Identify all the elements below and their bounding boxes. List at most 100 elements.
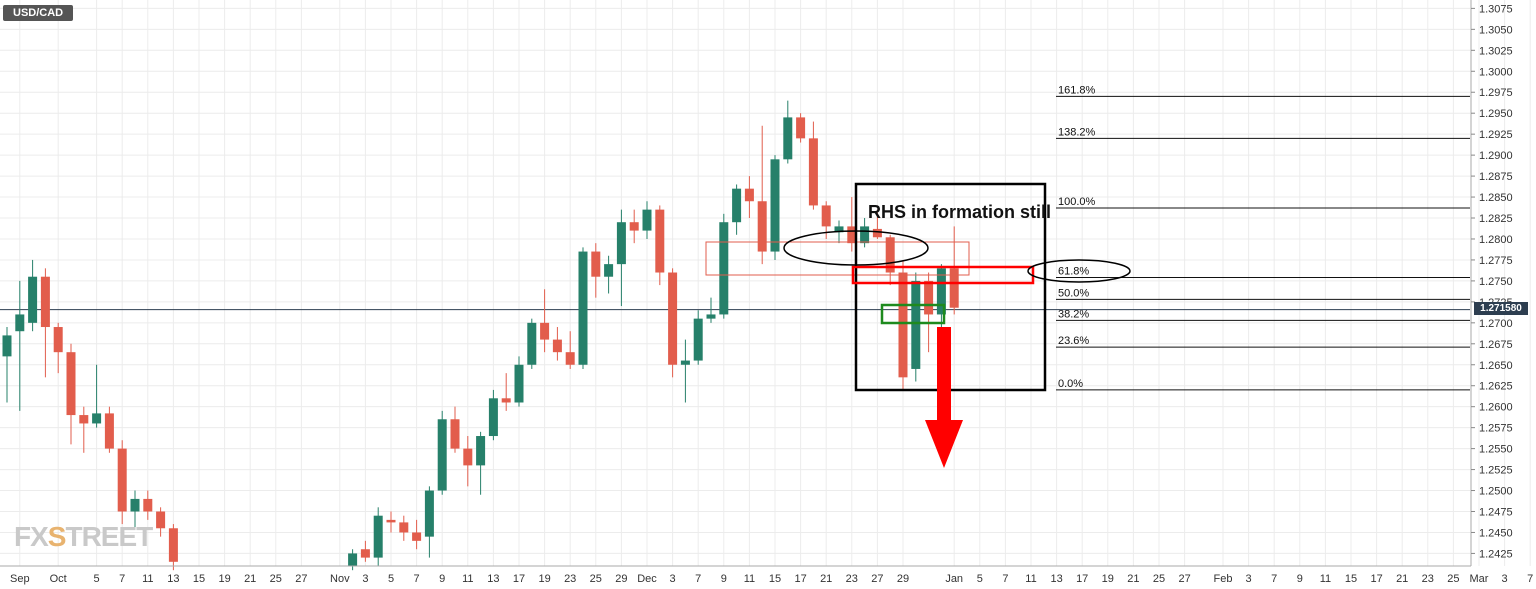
price-axis[interactable]: 1.2425 1.2450 1.2475 1.2500 1.2525 1.2550 1.25…: [1471, 3, 1513, 560]
candle-body: [2, 335, 12, 357]
time-tick-label: 13: [167, 573, 179, 585]
price-tick-label: 1.2475: [1479, 506, 1513, 518]
fib-level-label: 138.2%: [1058, 126, 1096, 138]
candle-body: [40, 276, 50, 328]
candle-body: [348, 553, 358, 566]
time-tick-label: 7: [1002, 573, 1008, 585]
time-tick-label: 17: [794, 573, 806, 585]
price-tick-label: 1.2925: [1479, 129, 1513, 141]
price-tick-label: 1.3000: [1479, 66, 1513, 78]
candle-body: [885, 237, 895, 273]
candle-body: [924, 280, 934, 315]
candle-body: [156, 511, 166, 529]
candle-body: [92, 413, 102, 424]
candle-body: [386, 519, 396, 523]
time-tick-label: 11: [744, 573, 755, 585]
candle-body: [591, 251, 601, 277]
candle-body: [399, 522, 409, 533]
price-tick-label: 1.2450: [1479, 527, 1513, 539]
fib-level-label: 50.0%: [1058, 287, 1089, 299]
time-tick-label: 7: [1527, 573, 1533, 585]
bearish-arrow-head: [925, 420, 963, 468]
price-tick-label: 1.2650: [1479, 360, 1513, 372]
price-tick-label: 1.2550: [1479, 444, 1513, 456]
candle-body: [796, 117, 806, 139]
candle-body: [808, 138, 818, 206]
time-tick-label: 21: [244, 573, 256, 585]
price-tick-label: 1.2900: [1479, 150, 1513, 162]
candle-body: [488, 398, 498, 437]
candle-body: [949, 268, 959, 308]
candle-body: [732, 188, 742, 223]
candle-body: [821, 205, 831, 227]
candle-body: [770, 159, 780, 252]
time-tick-label: 23: [846, 573, 858, 585]
candle-body: [437, 419, 447, 491]
time-tick-label: Nov: [330, 573, 350, 585]
price-tick-label: 1.2750: [1479, 276, 1513, 288]
time-tick-label: 27: [295, 573, 307, 585]
time-tick-label: 13: [487, 573, 499, 585]
time-tick-label: 29: [615, 573, 627, 585]
time-tick-label: 11: [462, 573, 473, 585]
time-tick-label: 7: [695, 573, 701, 585]
price-tick-label: 1.2950: [1479, 108, 1513, 120]
candle-body: [66, 352, 76, 416]
time-tick-label: 5: [94, 573, 100, 585]
price-tick-label: 1.2625: [1479, 381, 1513, 393]
candle-body: [872, 228, 882, 238]
time-tick-label: Oct: [50, 573, 67, 585]
candle-body: [642, 209, 652, 231]
fib-level-label: 23.6%: [1058, 335, 1089, 347]
fibonacci-levels: 161.8% 138.2% 100.0% 61.8% 50.0% 38.2% 23.6% 0.…: [1056, 84, 1470, 391]
candle-body: [104, 413, 114, 449]
time-tick-label: 19: [1102, 573, 1114, 585]
time-tick-label: 11: [142, 573, 153, 585]
candle-body: [629, 222, 639, 231]
time-tick-label: 15: [769, 573, 781, 585]
fib-level-label: 0.0%: [1058, 378, 1083, 390]
candle-body: [604, 264, 614, 277]
price-tick-label: 1.2975: [1479, 87, 1513, 99]
candle-body: [28, 276, 38, 323]
candle-body: [565, 352, 575, 365]
time-tick-label: 3: [362, 573, 368, 585]
time-tick-label: 27: [1178, 573, 1190, 585]
candle-body: [476, 436, 486, 466]
candle-body: [578, 251, 588, 365]
candle-body: [552, 339, 562, 353]
time-tick-label: 27: [871, 573, 883, 585]
bearish-arrow-shaft: [937, 327, 951, 422]
time-tick-label: 29: [897, 573, 909, 585]
candle-body: [79, 415, 89, 424]
candle-body: [412, 532, 422, 541]
time-tick-label: 25: [590, 573, 602, 585]
time-tick-label: 7: [1271, 573, 1277, 585]
neckline-ellipse: [783, 230, 929, 266]
time-tick-label: 23: [564, 573, 576, 585]
time-tick-label: 3: [1502, 573, 1508, 585]
price-tick-label: 1.3075: [1479, 3, 1513, 15]
candle-body: [463, 448, 473, 466]
price-tick-label: 1.2825: [1479, 213, 1513, 225]
fib-level-label: 61.8%: [1058, 266, 1089, 278]
neckline-zone-box: [705, 241, 970, 276]
time-tick-label: 25: [270, 573, 282, 585]
price-tick-label: 1.2800: [1479, 234, 1513, 246]
candle-body: [744, 188, 754, 202]
price-tick-label: 1.2575: [1479, 423, 1513, 435]
time-tick-label: 9: [439, 573, 445, 585]
candle-body: [143, 498, 153, 512]
chart-grid: [0, 0, 1531, 566]
time-tick-label: 7: [414, 573, 420, 585]
time-axis[interactable]: Sep Oct 5 7 11 13 15 19 21 25 27 Nov 3 5 7 9 11 13 17 19 23 2…: [10, 573, 1533, 585]
fib-level-label: 100.0%: [1058, 196, 1096, 208]
time-tick-label: 11: [1320, 573, 1331, 585]
time-tick-label: 17: [1076, 573, 1088, 585]
time-tick-label: Feb: [1214, 573, 1233, 585]
time-tick-label: 5: [977, 573, 983, 585]
rhs-annotation-text: RHS in formation still: [868, 202, 1052, 222]
candle-body: [757, 201, 767, 252]
candle-body: [693, 318, 703, 361]
price-tick-label: 1.2850: [1479, 192, 1513, 204]
